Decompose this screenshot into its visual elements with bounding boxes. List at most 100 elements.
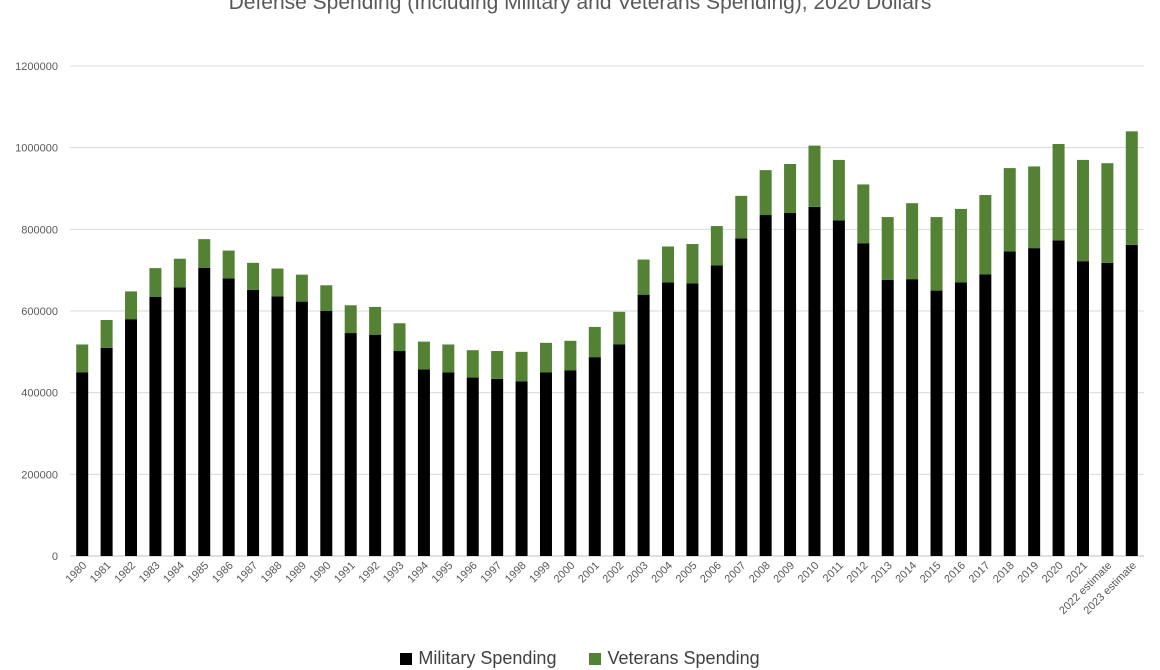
y-tick-label: 600000 (21, 306, 58, 318)
bar-military (686, 283, 699, 556)
bar-military (759, 215, 772, 556)
bar-veterans (662, 246, 675, 283)
legend-swatch-military (400, 652, 413, 665)
bar-veterans (1101, 163, 1114, 263)
legend-label-veterans: Veterans Spending (607, 648, 760, 668)
x-tick-label: 2013 (869, 560, 895, 586)
y-tick-label: 200000 (21, 469, 58, 481)
bar-military (1125, 244, 1138, 556)
x-tick-label: 1999 (527, 560, 553, 586)
x-tick-label: 1988 (259, 560, 285, 586)
x-tick-label: 2005 (674, 560, 700, 586)
bar-veterans (564, 340, 577, 371)
bar-military (1101, 262, 1114, 556)
bar-veterans (979, 195, 992, 275)
bar-veterans (735, 195, 748, 239)
bar-military (979, 274, 992, 556)
x-tick-label: 2014 (893, 560, 919, 586)
bar-veterans (637, 259, 650, 295)
bar-military (1028, 248, 1041, 556)
bar-veterans (295, 274, 308, 302)
x-tick-label: 2018 (991, 560, 1017, 586)
bar-veterans (271, 268, 284, 297)
x-tick-label: 1994 (405, 560, 431, 586)
bar-military (247, 289, 260, 556)
x-tick-label: 2000 (552, 560, 578, 586)
x-tick-label: 2012 (845, 560, 871, 586)
bar-veterans (539, 342, 552, 373)
x-tick-label: 2008 (747, 560, 773, 586)
bar-military (906, 279, 919, 556)
bar-veterans (173, 258, 186, 288)
x-tick-label: 1989 (283, 560, 309, 586)
x-tick-label: 1980 (64, 560, 90, 586)
x-tick-label: 2011 (821, 560, 846, 585)
legend-label-military: Military Spending (418, 648, 557, 668)
bar-military (735, 238, 748, 557)
bar-military (808, 206, 821, 556)
bar-veterans (149, 268, 162, 297)
bar-military (881, 279, 894, 556)
x-tick-label: 1998 (503, 560, 529, 586)
bar-veterans (808, 145, 821, 207)
bar-military (491, 378, 504, 556)
bar-veterans (76, 344, 89, 373)
bar-military (198, 267, 211, 556)
x-tick-label: 1991 (332, 560, 358, 586)
x-tick-label: 2017 (967, 560, 993, 586)
x-axis-ticks: 1980198119821983198419851986198719881989… (64, 560, 1139, 617)
bar-military (613, 344, 626, 556)
x-tick-label: 1984 (161, 560, 187, 586)
bar-veterans (222, 250, 235, 279)
bar-military (564, 370, 577, 556)
bar-military (369, 334, 382, 556)
bar-military (588, 357, 601, 556)
bar-veterans (100, 319, 113, 348)
bar-veterans (198, 239, 211, 268)
bar-veterans (515, 351, 528, 382)
bar-veterans (930, 217, 943, 291)
bar-veterans (125, 291, 138, 320)
x-tick-label: 1996 (454, 560, 480, 586)
bar-veterans (1003, 168, 1016, 252)
bar-veterans (588, 326, 601, 358)
bar-veterans (442, 344, 455, 373)
x-tick-label: 2002 (601, 560, 627, 586)
bar-veterans (759, 170, 772, 216)
bars (76, 131, 1138, 557)
bar-military (76, 372, 89, 556)
legend: Military Spending Veterans Spending (0, 648, 1160, 670)
x-tick-label: 2003 (625, 560, 651, 586)
chart-title: Defense Spending (Including Military and… (228, 0, 932, 14)
bar-veterans (1028, 166, 1041, 249)
bar-military (1076, 261, 1089, 556)
bar-military (930, 290, 943, 556)
bar-military (295, 301, 308, 556)
bar-military (125, 319, 138, 556)
x-tick-label: 2010 (796, 560, 822, 586)
x-tick-label: 1985 (186, 560, 212, 586)
bar-veterans (832, 159, 845, 221)
bar-veterans (369, 306, 382, 335)
x-tick-label: 1992 (356, 560, 382, 586)
x-tick-label: 2004 (649, 560, 675, 586)
x-tick-label: 1997 (478, 560, 504, 586)
bar-military (515, 381, 528, 556)
bar-military (857, 243, 870, 556)
x-tick-label: 1993 (381, 560, 407, 586)
bar-military (784, 213, 797, 556)
legend-item-veterans: Veterans Spending (589, 648, 760, 669)
x-tick-label: 1983 (137, 560, 163, 586)
bar-veterans (393, 323, 406, 352)
bar-veterans (954, 208, 967, 283)
bar-military (1052, 240, 1065, 556)
bar-military (344, 333, 357, 556)
x-tick-label: 2019 (1015, 560, 1041, 586)
bar-military (832, 220, 845, 556)
x-tick-label: 2006 (698, 560, 724, 586)
bar-veterans (906, 203, 919, 280)
bar-military (710, 265, 723, 556)
y-tick-label: 1000000 (15, 143, 58, 155)
x-tick-label: 2001 (576, 560, 602, 586)
